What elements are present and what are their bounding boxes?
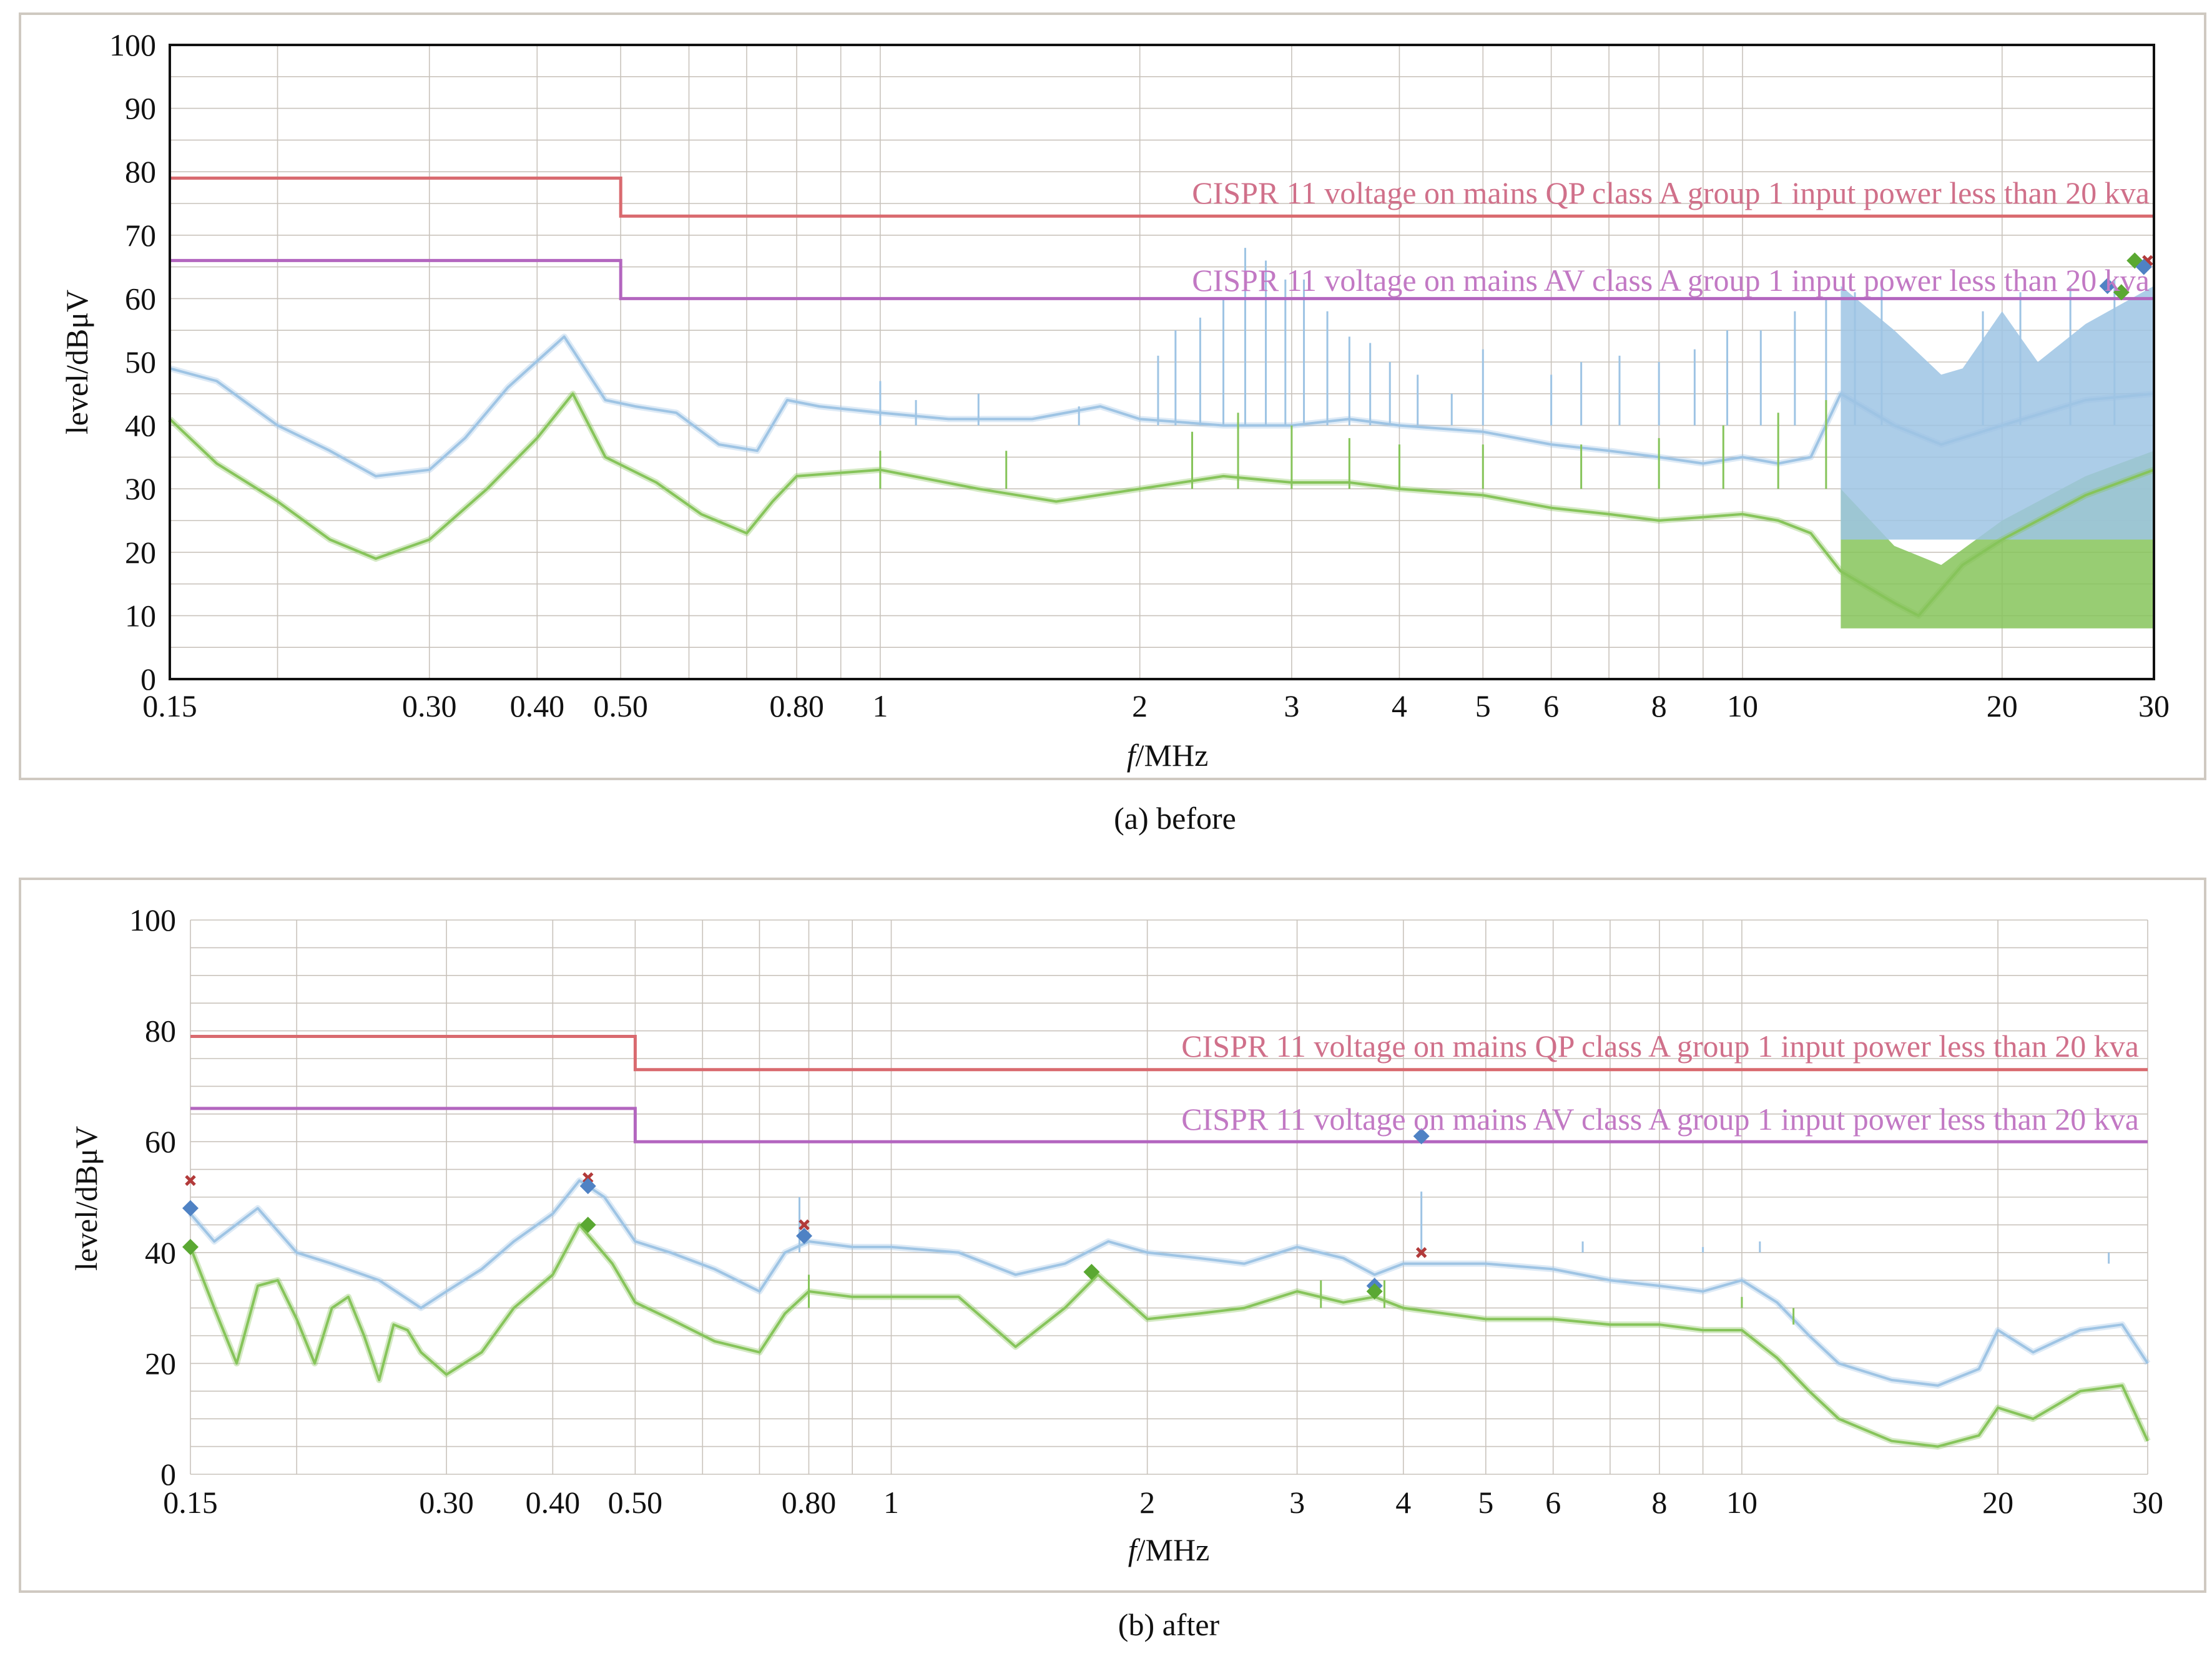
peak-trace-halo <box>188 1177 2151 1389</box>
peak-marker <box>796 1228 813 1245</box>
peak-marker <box>1413 1128 1430 1145</box>
qp-limit-label: CISPR 11 voltage on mains QP class A gro… <box>1192 175 2150 210</box>
peak-marker <box>182 1200 199 1216</box>
x-tick-label: 0.15 <box>163 1485 218 1520</box>
y-tick-label: 70 <box>125 218 156 253</box>
av-limit-line <box>190 1107 2148 1143</box>
x-tick-label: 0.30 <box>419 1485 474 1520</box>
y-tick-label: 60 <box>125 281 156 316</box>
x-tick-label: 10 <box>1727 688 1758 723</box>
peak-marker <box>2135 258 2152 275</box>
caption-after: (b) after <box>1118 1607 1220 1642</box>
average-marker <box>1366 1283 1383 1299</box>
x-tick-label: 0.80 <box>782 1485 837 1520</box>
peak-emission-band-fill <box>1841 286 2154 540</box>
x-tick-label: 0.50 <box>593 688 648 723</box>
x-tick-label: 4 <box>1395 1485 1411 1520</box>
peak-marker <box>579 1178 596 1195</box>
qp-limit-label: CISPR 11 voltage on mains QP class A gro… <box>1181 1029 2139 1064</box>
x-tick-label: 20 <box>1982 1485 2013 1520</box>
x-tick-labels: 0.15 0.30 0.40 0.50 0.80 1 2 3 4 5 6 8 10 20 30 <box>163 1485 2163 1520</box>
y-tick-label: 90 <box>125 91 156 126</box>
x-tick-label: 10 <box>1726 1485 1757 1520</box>
qp-marker <box>1415 1247 1427 1258</box>
y-tick-label: 100 <box>129 903 176 937</box>
x-tick-label: 5 <box>1475 688 1491 723</box>
y-tick-labels: 0 20 40 60 80 100 <box>129 903 176 1492</box>
qp-marker <box>582 1172 594 1183</box>
peak-marker <box>2099 278 2116 295</box>
y-tick-label: 40 <box>145 1235 176 1270</box>
y-tick-label: 30 <box>125 471 156 506</box>
x-tick-label: 0.80 <box>769 688 824 723</box>
x-axis-label: f/MHz <box>1128 1532 1210 1567</box>
x-tick-label: 0.40 <box>526 1485 581 1520</box>
qp-limit-line <box>170 176 2154 218</box>
qp-marker <box>799 1219 810 1231</box>
y-tick-label: 20 <box>125 535 156 570</box>
x-tick-label: 1 <box>883 1485 899 1520</box>
av-limit-line <box>170 258 2154 300</box>
x-tick-label: 0.50 <box>608 1485 663 1520</box>
x-tick-label: 0.15 <box>142 688 197 723</box>
x-tick-label: 6 <box>1545 1485 1561 1520</box>
average-trace <box>189 1223 2149 1448</box>
panel-frame <box>19 878 2206 1593</box>
y-tick-label: 20 <box>145 1346 176 1381</box>
peak-trace <box>169 335 2155 477</box>
av-limit-label: CISPR 11 voltage on mains AV class A gro… <box>1181 1102 2139 1137</box>
x-tick-label: 3 <box>1284 688 1299 723</box>
x-tick-label: 1 <box>872 688 888 723</box>
grid <box>190 919 2148 1475</box>
plot-data-layer <box>182 1035 2151 1450</box>
average-marker <box>1083 1263 1100 1280</box>
y-tick-label: 60 <box>145 1124 176 1159</box>
average-marker <box>2113 284 2130 301</box>
qp-limit-line <box>190 1035 2148 1072</box>
y-tick-labels: 0 10 20 30 40 50 60 70 80 90 100 <box>109 27 156 697</box>
average-marker <box>182 1238 199 1255</box>
caption-before: (a) before <box>1114 801 1236 836</box>
y-axis-label: level/dBμV <box>69 1126 104 1271</box>
plot-border <box>169 44 2155 680</box>
x-tick-label: 30 <box>2132 1485 2163 1520</box>
x-tick-label: 6 <box>1543 688 1559 723</box>
average-trace <box>169 392 2155 617</box>
y-tick-label: 40 <box>125 408 156 443</box>
y-tick-label: 50 <box>125 345 156 379</box>
x-axis-label: f/MHz <box>1127 738 1209 773</box>
x-axis-label-unit: /MHz <box>1137 1532 1210 1567</box>
y-tick-label: 80 <box>125 154 156 189</box>
x-tick-labels: 0.15 0.30 0.40 0.50 0.80 1 2 3 4 5 6 8 10 20 30 <box>142 688 2170 723</box>
x-tick-label: 8 <box>1651 1485 1667 1520</box>
y-tick-label: 0 <box>160 1457 176 1492</box>
x-tick-label: 0.30 <box>402 688 457 723</box>
x-tick-label: 3 <box>1289 1485 1305 1520</box>
x-tick-label: 5 <box>1478 1485 1493 1520</box>
x-tick-label: 0.40 <box>510 688 565 723</box>
panel-frame <box>19 12 2206 780</box>
y-tick-label: 0 <box>140 662 156 697</box>
x-tick-label: 20 <box>1987 688 2018 723</box>
plot-data-layer <box>167 176 2155 629</box>
x-tick-label: 2 <box>1132 688 1148 723</box>
average-marker <box>579 1216 596 1233</box>
y-axis-label: level/dBμV <box>59 290 94 434</box>
x-tick-label: 30 <box>2138 688 2170 723</box>
x-tick-label: 2 <box>1139 1485 1155 1520</box>
y-tick-label: 80 <box>145 1014 176 1049</box>
qp-marker <box>185 1175 196 1187</box>
x-tick-label: 4 <box>1392 688 1407 723</box>
peak-trace <box>189 1179 2149 1387</box>
panel-after: 0 20 40 60 80 100 0.15 0.30 0.40 0.50 0.80 1 2 3 4 5 6 8… <box>19 878 2206 1593</box>
y-tick-label: 100 <box>109 27 156 62</box>
y-tick-label: 10 <box>125 598 156 633</box>
x-tick-label: 8 <box>1651 688 1667 723</box>
x-axis-label-unit: /MHz <box>1136 738 1209 773</box>
av-limit-label: CISPR 11 voltage on mains AV class A gro… <box>1192 263 2150 298</box>
